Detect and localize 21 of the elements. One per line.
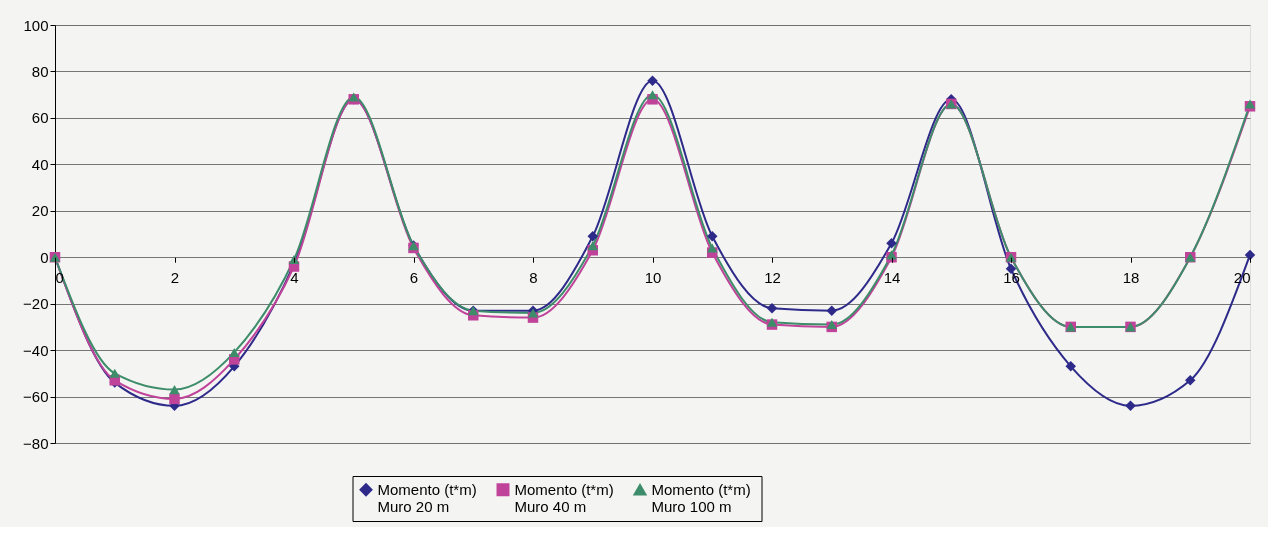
y-tick-label: −80 — [23, 434, 49, 452]
y-tick-label: 80 — [31, 62, 49, 80]
y-tick-label: −40 — [23, 341, 49, 359]
x-tick-label: 18 — [1122, 268, 1140, 286]
x-tick-label: 2 — [170, 268, 180, 286]
x-tick-label: 6 — [409, 268, 419, 286]
y-tick-label: 100 — [23, 16, 49, 34]
y-tick-label: 0 — [40, 248, 49, 266]
x-tick-label: 14 — [883, 268, 901, 286]
y-tick-label: 40 — [31, 155, 49, 173]
x-tick-label: 10 — [644, 268, 662, 286]
legend-label: Momento (t*m) Muro 100 m — [651, 480, 751, 515]
legend-label: Momento (t*m) Muro 20 m — [377, 480, 477, 515]
x-tick-label: 4 — [290, 268, 299, 286]
y-tick-label: 20 — [31, 202, 49, 220]
y-tick-label: −20 — [23, 295, 49, 313]
legend-label: Momento (t*m) Muro 40 m — [514, 480, 614, 515]
x-tick-label: 12 — [764, 268, 781, 286]
x-tick-label: 8 — [529, 268, 538, 286]
y-tick-label: −60 — [23, 388, 49, 406]
y-tick-label: 60 — [31, 109, 49, 127]
